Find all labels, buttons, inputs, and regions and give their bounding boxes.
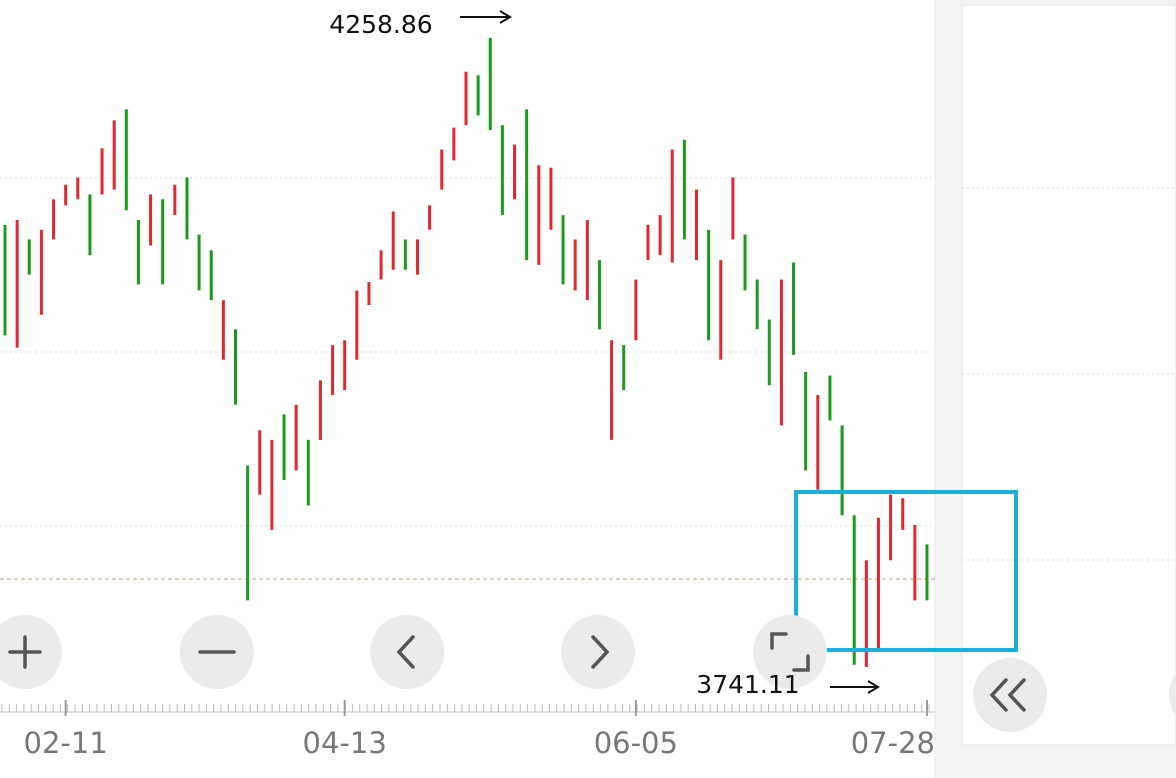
side-button[interactable] [1169,658,1176,732]
annotation: 4258.86 [329,10,432,39]
x-tick-label: 04-13 [303,726,387,760]
grid [0,177,1176,561]
plus-icon [8,635,42,669]
annotation: 3741.11 [696,670,799,699]
controls [0,615,1176,732]
x-tick-label: 02-11 [24,726,108,760]
prev-button[interactable] [370,615,444,689]
x-tick-label: 07-28 [851,726,935,760]
collapse-icon [989,678,1026,712]
arrow [830,680,880,694]
highlight-box [794,490,1018,652]
x-tick-labels: 02-11 04-13 06-05 07-28 [24,700,935,760]
fullscreen-icon [770,632,810,672]
x-axis [0,704,935,713]
candles [3,37,929,668]
arrow [460,10,512,24]
annotation-arrows [460,10,880,694]
left-icon [396,635,415,669]
control-icons [8,632,1026,712]
right-icon [591,635,610,669]
next-button[interactable] [561,615,635,689]
x-tick-label: 06-05 [594,726,678,760]
side-panel [961,4,1176,746]
